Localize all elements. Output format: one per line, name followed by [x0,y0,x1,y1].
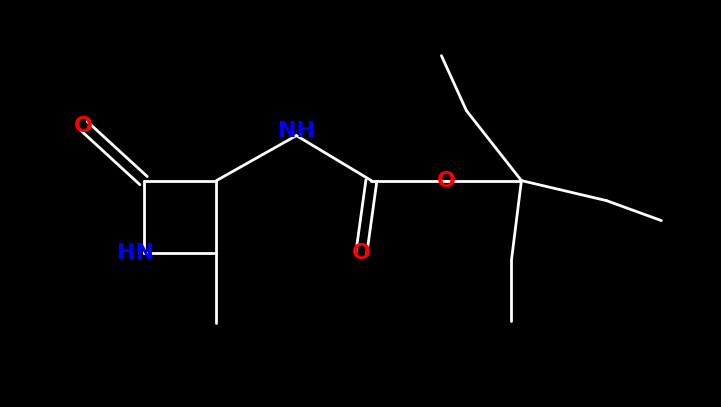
Text: O: O [74,116,93,136]
Text: O: O [437,171,456,190]
Text: NH: NH [278,120,315,140]
Text: O: O [352,243,371,263]
Text: HN: HN [117,243,154,263]
